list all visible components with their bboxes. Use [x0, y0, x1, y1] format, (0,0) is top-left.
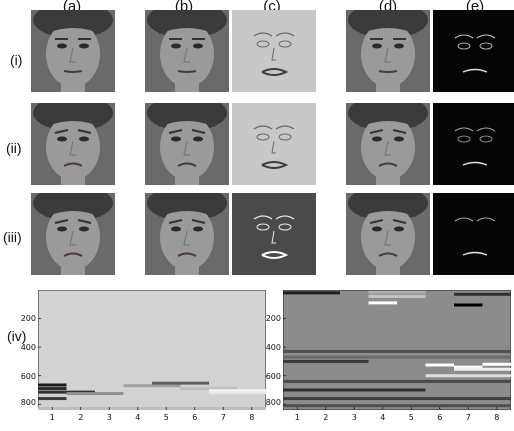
image-i-e-svg — [433, 10, 514, 92]
right-band-1 — [368, 290, 426, 294]
left-band-1 — [38, 387, 67, 391]
image-i-b — [145, 2, 229, 92]
right-y-tick-200: 200 — [265, 314, 281, 323]
image-ii-c-svg — [232, 103, 316, 185]
left-x-tick-3: 3 — [106, 413, 112, 422]
image-i-a — [31, 2, 115, 92]
left-x-tick-4: 4 — [135, 413, 141, 422]
right-band-12 — [482, 362, 511, 366]
image-i-a-svg — [31, 2, 115, 92]
right-band-8 — [283, 359, 369, 363]
left-x-tick-1: 1 — [49, 413, 55, 422]
image-iii-d — [346, 185, 430, 275]
right-band-0 — [283, 291, 340, 295]
left-x-tick-7: 7 — [220, 413, 226, 422]
image-iii-b — [145, 185, 229, 275]
image-iii-c — [232, 193, 316, 275]
row-label-iii: (iii) — [3, 229, 22, 245]
image-ii-d — [346, 95, 430, 185]
right-x-tick-8: 8 — [494, 413, 500, 422]
left-x-tick-5: 5 — [163, 413, 169, 422]
left-x-tick-6: 6 — [192, 413, 198, 422]
left-band-8 — [209, 389, 266, 393]
image-ii-a — [31, 95, 115, 185]
image-iii-e — [433, 193, 514, 275]
right-x-tick-5: 5 — [408, 413, 414, 422]
right-band-13 — [425, 374, 511, 378]
left-y-tick-400: 400 — [20, 343, 36, 352]
right-band-9 — [425, 363, 454, 367]
right-band-17 — [283, 404, 511, 408]
left-band-5 — [123, 384, 181, 388]
image-i-c-svg — [232, 10, 316, 92]
right-x-tick-1: 1 — [294, 413, 300, 422]
right-band-6 — [283, 349, 511, 353]
right-band-2 — [368, 294, 426, 298]
right-band-14 — [283, 379, 511, 383]
left-band-6 — [152, 381, 209, 385]
right-x-tick-4: 4 — [380, 413, 386, 422]
feature-plot-right — [283, 290, 511, 410]
left-y-tick-800: 800 — [20, 398, 36, 407]
image-ii-b — [145, 95, 229, 185]
image-i-c — [232, 10, 316, 92]
image-iii-e-svg — [433, 193, 514, 275]
image-i-d-svg — [346, 2, 430, 92]
image-i-d — [346, 2, 430, 92]
right-y-tick-800: 800 — [265, 398, 281, 407]
image-iii-a — [31, 185, 115, 275]
image-ii-d-svg — [346, 95, 430, 185]
row-label-i: (i) — [10, 52, 23, 68]
left-band-7 — [180, 387, 238, 391]
image-iii-d-svg — [346, 185, 430, 275]
image-iii-a-svg — [31, 185, 115, 275]
left-x-tick-8: 8 — [249, 413, 255, 422]
right-x-tick-6: 6 — [437, 413, 443, 422]
right-band-5 — [454, 303, 483, 307]
left-y-tick-200: 200 — [20, 314, 36, 323]
image-ii-c — [232, 103, 316, 185]
left-band-9 — [209, 391, 266, 395]
right-band-4 — [454, 292, 511, 296]
image-iii-b-svg — [145, 185, 229, 275]
right-x-tick-3: 3 — [351, 413, 357, 422]
right-band-3 — [368, 301, 397, 305]
feature-plot-left-svg — [38, 290, 266, 410]
left-band-0 — [38, 383, 67, 387]
image-i-e — [433, 10, 514, 92]
image-ii-e-svg — [433, 103, 514, 185]
left-band-4 — [66, 392, 124, 396]
right-band-16 — [283, 397, 511, 401]
right-band-7 — [283, 355, 511, 359]
left-band-3 — [38, 397, 67, 401]
image-ii-b-svg — [145, 95, 229, 185]
left-band-10 — [38, 407, 266, 410]
left-y-tick-600: 600 — [20, 372, 36, 381]
right-x-tick-7: 7 — [465, 413, 471, 422]
image-ii-e — [433, 103, 514, 185]
right-band-11 — [454, 367, 511, 371]
right-band-15 — [283, 388, 426, 392]
image-iii-c-svg — [232, 193, 316, 275]
feature-plot-left — [38, 290, 266, 410]
image-ii-a-svg — [31, 95, 115, 185]
image-i-b-svg — [145, 2, 229, 92]
right-x-tick-2: 2 — [323, 413, 329, 422]
right-y-tick-600: 600 — [265, 372, 281, 381]
right-y-tick-400: 400 — [265, 343, 281, 352]
row-label-iv: (iv) — [7, 328, 27, 344]
feature-plot-right-svg — [283, 290, 511, 410]
row-label-ii: (ii) — [6, 140, 22, 156]
left-x-tick-2: 2 — [78, 413, 84, 422]
right-band-10 — [454, 365, 483, 369]
